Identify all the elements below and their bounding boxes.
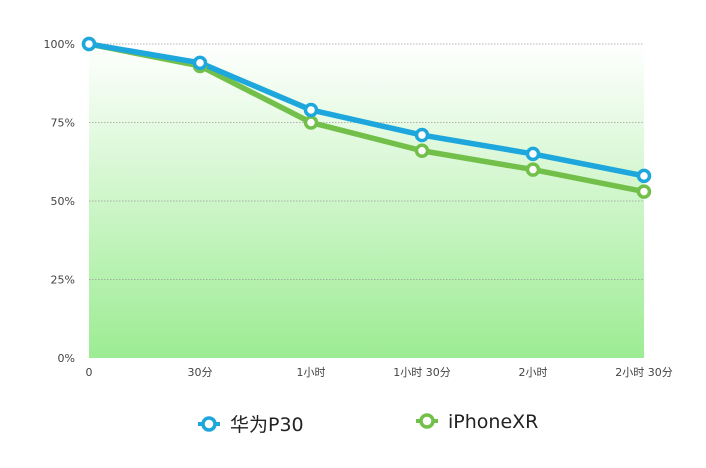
x-tick-label: 2小时 — [519, 366, 548, 379]
x-axis-ticks: 0 30分 1小时 1小时 30分 2小时 2小时 30分 — [86, 366, 673, 379]
legend-swatch-marker — [419, 413, 435, 429]
legend-label: iPhoneXR — [448, 411, 538, 433]
data-point — [192, 55, 208, 71]
x-tick-label: 2小时 30分 — [615, 366, 673, 379]
y-axis-ticks: 0% 25% 50% 75% 100% — [44, 38, 75, 365]
data-point — [636, 184, 652, 199]
data-point — [414, 127, 430, 143]
legend-label: 华为P30 — [230, 414, 304, 436]
x-tick-label: 1小时 — [297, 366, 326, 379]
series-lines — [86, 41, 647, 195]
data-point — [414, 143, 430, 159]
legend-item: 华为P30 — [198, 414, 304, 436]
data-point — [525, 146, 541, 162]
x-tick-label: 1小时 30分 — [393, 366, 451, 379]
x-tick-label: 30分 — [188, 366, 213, 379]
data-point — [525, 162, 541, 177]
legend: 华为P30 iPhoneXR — [198, 411, 538, 436]
series-line-1 — [86, 41, 647, 179]
data-point — [303, 115, 319, 130]
data-point — [636, 168, 652, 184]
legend-swatch-marker — [201, 416, 217, 432]
series-markers — [81, 36, 652, 199]
y-tick-label: 25% — [51, 274, 75, 287]
y-tick-label: 100% — [44, 38, 75, 51]
x-tick-label: 0 — [86, 366, 93, 379]
y-tick-label: 75% — [51, 117, 75, 130]
data-point — [81, 36, 97, 52]
legend-item: iPhoneXR — [416, 411, 538, 433]
y-tick-label: 50% — [51, 195, 75, 208]
y-tick-label: 0% — [58, 352, 75, 365]
data-point — [303, 102, 319, 118]
